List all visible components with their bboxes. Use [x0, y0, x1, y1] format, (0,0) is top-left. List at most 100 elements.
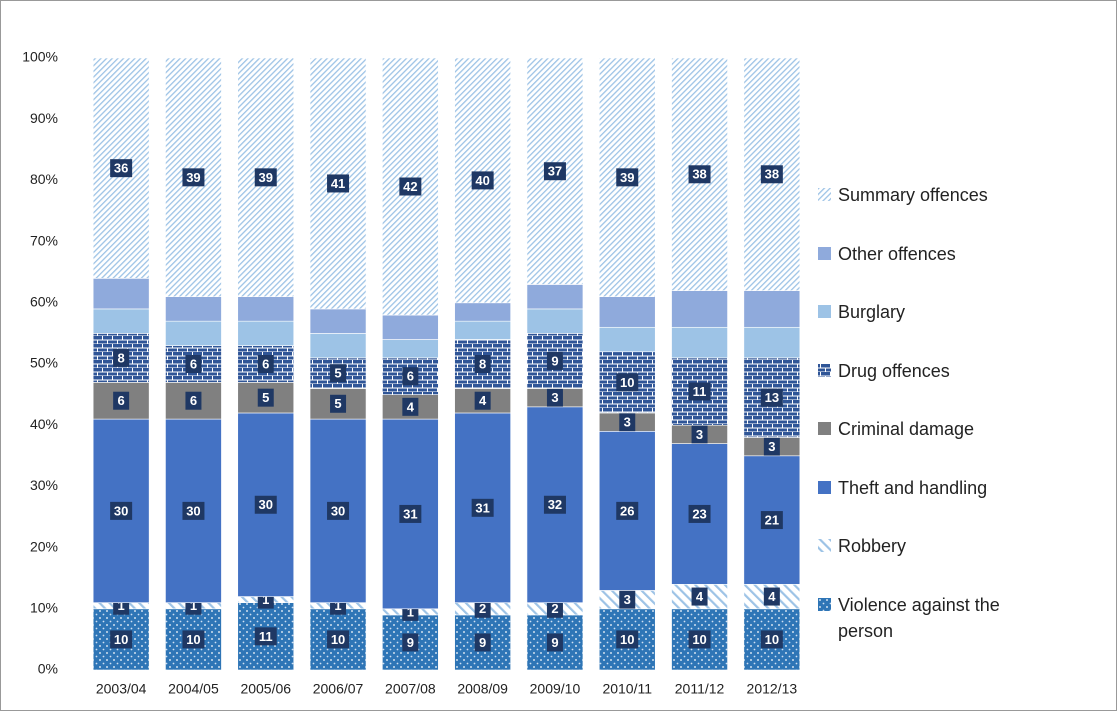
bar-segment: [309, 308, 367, 334]
legend-item: Criminal damage: [818, 416, 1058, 442]
data-label: 26: [620, 503, 634, 518]
data-label-box: [691, 425, 708, 444]
data-label: 9: [551, 353, 558, 368]
y-tick-label: 70%: [30, 232, 58, 248]
data-label-box: [619, 590, 636, 609]
data-label-box: [254, 168, 277, 187]
data-label: 32: [548, 497, 562, 512]
legend-swatch: [818, 305, 831, 318]
data-label: 39: [259, 170, 273, 185]
data-label-box: [182, 501, 205, 520]
data-label-box: [688, 382, 711, 401]
legend-item: Violence against the person: [818, 592, 1058, 644]
x-tick-label: 2010/11: [602, 681, 652, 697]
swatch-fill: [818, 480, 831, 494]
bar-segment: [92, 278, 150, 310]
data-label-box: [254, 627, 277, 646]
data-label: 31: [475, 500, 489, 515]
data-label-box: [399, 177, 422, 196]
y-tick-label: 40%: [30, 416, 58, 432]
data-label-box: [760, 388, 783, 407]
data-label: 30: [259, 497, 273, 512]
data-label-box: [546, 351, 563, 370]
data-label: 2: [551, 601, 558, 616]
bar-segment: [743, 290, 801, 328]
x-tick-label: 2003/04: [96, 681, 147, 697]
y-tick-label: 0%: [38, 661, 58, 677]
data-label: 8: [118, 350, 125, 365]
data-label-box: [474, 391, 491, 410]
data-label-box: [257, 355, 274, 373]
data-label-box: [760, 511, 783, 530]
legend-swatch: [818, 246, 831, 260]
data-label: 5: [334, 396, 341, 411]
data-label-box: [474, 633, 491, 652]
bar-segment: [671, 326, 728, 359]
data-label: 1: [334, 598, 341, 613]
data-label-box: [619, 413, 636, 432]
swatch-fill: [818, 305, 831, 318]
data-label-box: [474, 599, 491, 618]
data-label: 30: [186, 503, 200, 518]
x-tick-label: 2011/12: [675, 681, 725, 697]
bar-segment: [165, 296, 222, 322]
data-label: 3: [551, 390, 558, 405]
data-label-box: [763, 437, 780, 456]
data-label-box: [113, 391, 130, 410]
data-label: 5: [262, 390, 269, 405]
data-label-box: [182, 630, 205, 649]
data-label-box: [546, 633, 563, 652]
data-label: 5: [334, 366, 341, 381]
data-label: 3: [696, 427, 703, 442]
data-label: 10: [765, 632, 779, 647]
swatch-fill: [818, 188, 831, 201]
data-label-box: [474, 355, 491, 373]
legend-item: Summary offences: [818, 182, 1058, 208]
data-label: 40: [475, 173, 489, 188]
legend-item: Other offences: [818, 241, 1058, 267]
data-label-box: [688, 630, 711, 649]
bar-segment: [237, 296, 295, 322]
data-label: 41: [331, 176, 345, 191]
data-label: 38: [692, 167, 706, 182]
data-label-box: [763, 587, 780, 606]
x-tick-label: 2012/13: [747, 681, 798, 697]
x-tick-label: 2004/05: [168, 681, 219, 697]
data-label-box: [691, 587, 708, 606]
data-label: 11: [693, 384, 707, 399]
data-label-box: [330, 394, 347, 413]
data-label-box: [546, 599, 563, 618]
y-tick-label: 30%: [30, 477, 58, 493]
data-label: 9: [551, 635, 558, 650]
data-label: 21: [765, 512, 779, 527]
data-label: 30: [331, 503, 345, 518]
y-tick-label: 20%: [30, 538, 58, 554]
data-label: 38: [765, 167, 779, 182]
data-label: 1: [407, 604, 414, 619]
x-tick-label: 2005/06: [240, 681, 291, 697]
legend-label: Burglary: [838, 302, 906, 322]
data-label: 4: [768, 589, 776, 604]
data-label: 3: [768, 439, 775, 454]
data-label: 6: [407, 369, 414, 384]
bar-segment: [526, 308, 584, 334]
data-label-box: [688, 165, 711, 184]
swatch-fill: [818, 597, 831, 611]
bar-segment: [165, 320, 222, 346]
data-label-box: [402, 397, 419, 416]
legend-item: Burglary: [818, 299, 1058, 325]
data-label: 37: [548, 164, 562, 179]
data-label-box: [399, 504, 422, 523]
legend-item: Robbery: [818, 533, 1058, 559]
data-label: 8: [479, 356, 486, 371]
legend-label: Robbery: [838, 536, 907, 556]
data-label: 4: [407, 399, 415, 414]
data-label: 11: [259, 629, 273, 644]
data-label-box: [760, 165, 783, 184]
data-label: 10: [620, 632, 634, 647]
data-label: 39: [186, 170, 200, 185]
bar-segment: [382, 314, 439, 340]
data-label: 3: [624, 592, 631, 607]
data-label: 23: [692, 506, 706, 521]
legend-label: Theft and handling: [838, 477, 988, 498]
